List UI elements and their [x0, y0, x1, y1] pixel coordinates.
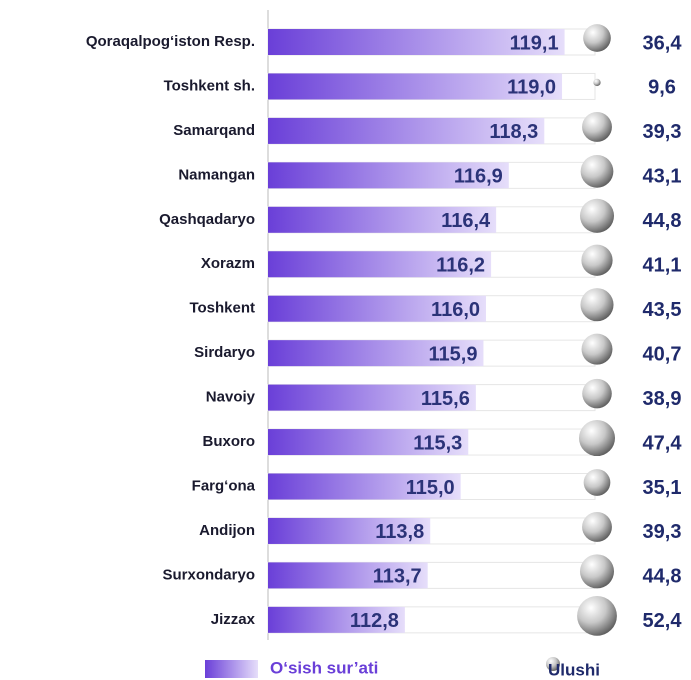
bubble-value-label: 40,7 [643, 343, 682, 365]
category-label: Surxondaryo [162, 566, 255, 583]
bar-value-label: 116,2 [436, 255, 485, 277]
bubble [584, 469, 611, 496]
bubble-value-label: 39,3 [643, 521, 682, 543]
category-label: Xorazm [201, 255, 255, 272]
bubble [582, 379, 612, 409]
category-label: Buxoro [203, 433, 256, 450]
category-label: Samarqand [173, 122, 255, 139]
bar-value-label: 115,0 [406, 477, 455, 499]
bubble-value-label: 39,3 [643, 121, 682, 143]
bubble [581, 245, 612, 276]
bubble [593, 79, 600, 86]
legend-label: O‘sish sur’ati [270, 658, 378, 677]
bubble-value-label: 41,1 [643, 255, 682, 277]
bubble [582, 334, 613, 365]
bubble-value-label: 47,4 [643, 432, 683, 454]
category-label: Jizzax [211, 611, 256, 628]
category-label: Qoraqalpog‘iston Resp. [86, 33, 255, 50]
category-label: Farg‘ona [192, 477, 256, 494]
category-label: Qashqadaryo [159, 211, 255, 228]
bubble [580, 199, 614, 233]
bar-value-label: 115,6 [421, 388, 470, 410]
bar-value-label: 112,8 [350, 610, 399, 632]
bubble-value-label: 44,8 [643, 210, 682, 232]
bubble [583, 24, 611, 52]
bubble [577, 596, 617, 636]
category-label: Andijon [199, 522, 255, 539]
bar-value-label: 116,0 [431, 299, 480, 321]
bubble-value-label: 9,6 [648, 77, 676, 99]
category-label: Toshkent [189, 300, 255, 317]
bubble [580, 288, 613, 321]
bubble-value-label: 43,5 [643, 299, 682, 321]
chart: Qoraqalpog‘iston Resp. 119,1 36,4 Toshkent … [0, 0, 691, 680]
bubble [580, 554, 614, 588]
bar-value-label: 115,3 [413, 432, 462, 454]
legend-label: Ulushi [548, 660, 600, 679]
bar-value-label: 113,8 [375, 521, 424, 543]
bar-value-label: 116,9 [454, 166, 503, 188]
bubble [581, 155, 614, 188]
category-label: Namangan [178, 166, 255, 183]
bar-value-label: 113,7 [373, 566, 422, 588]
bubble-value-label: 44,8 [643, 566, 682, 588]
bubble-value-label: 38,9 [643, 388, 682, 410]
bubble [579, 420, 615, 456]
bar-value-label: 119,1 [510, 32, 559, 54]
bubble-value-label: 35,1 [643, 477, 682, 499]
bubble [582, 112, 612, 142]
bar-value-label: 118,3 [489, 121, 538, 143]
bubble [582, 512, 612, 542]
bar-value-label: 119,0 [507, 77, 556, 99]
bubble-value-label: 52,4 [643, 610, 683, 632]
bar-value-label: 115,9 [429, 343, 478, 365]
legend-swatch [205, 660, 258, 678]
category-label: Toshkent sh. [164, 77, 255, 94]
bar-value-label: 116,4 [441, 210, 491, 232]
category-label: Navoiy [206, 389, 256, 406]
category-label: Sirdaryo [194, 344, 255, 361]
bubble-value-label: 43,1 [643, 166, 682, 188]
bubble-value-label: 36,4 [643, 32, 683, 54]
